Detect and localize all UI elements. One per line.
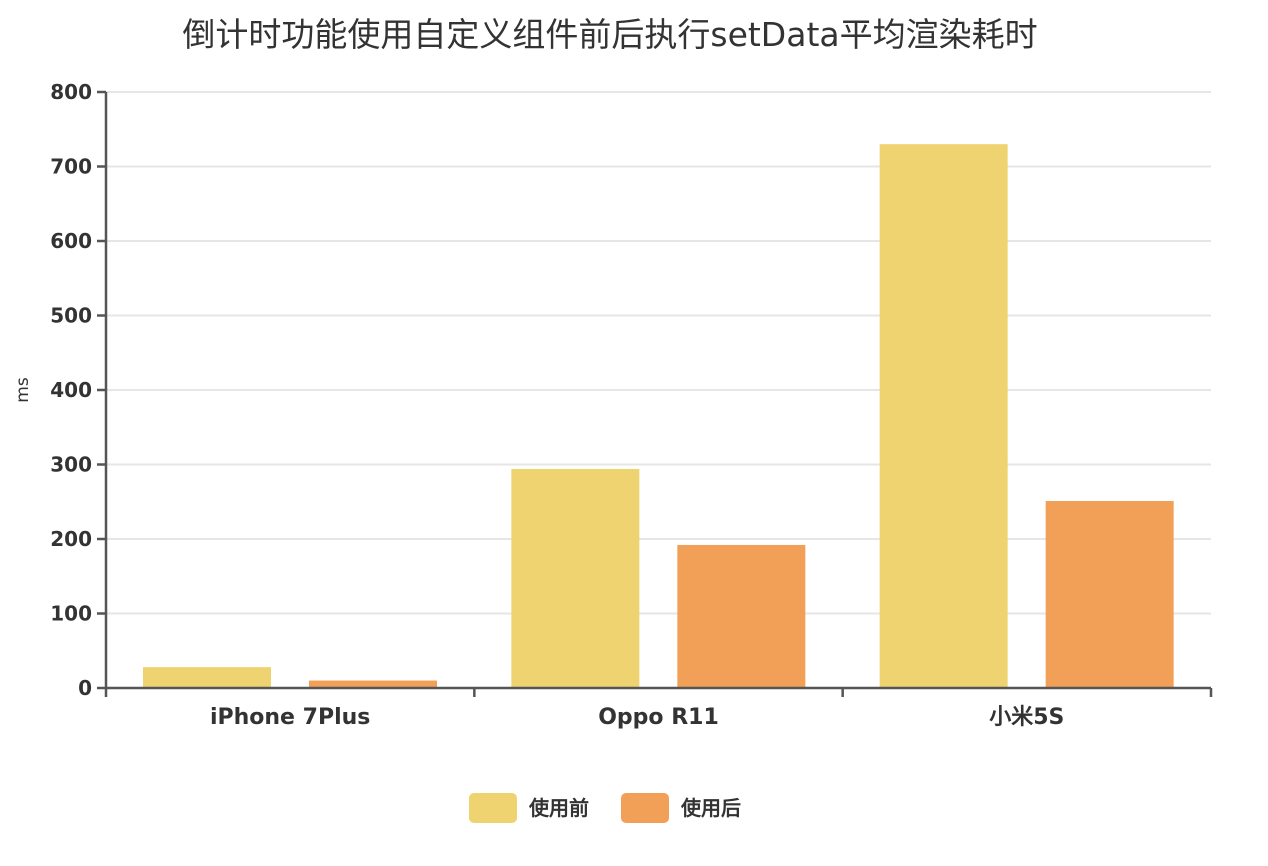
chart-title: 倒计时功能使用自定义组件前后执行setData平均渲染耗时 xyxy=(182,15,1037,54)
x-tick-label: Oppo R11 xyxy=(598,705,719,730)
legend-item-1[interactable]: 使用后 xyxy=(621,793,741,823)
legend[interactable]: 使用前 使用后 xyxy=(469,793,741,823)
y-axis-title: ms xyxy=(13,377,33,403)
bar-0-2[interactable] xyxy=(879,144,1008,688)
x-tick-label: 小米5S xyxy=(989,705,1064,730)
y-axis-ticks: 0 100 200 300 400 500 600 700 800 xyxy=(50,80,106,700)
y-tick-label: 100 xyxy=(50,602,92,626)
grid-lines xyxy=(106,91,1211,615)
bars xyxy=(143,144,1174,688)
bar-0-0[interactable] xyxy=(143,667,271,688)
bar-1-0[interactable] xyxy=(309,680,437,688)
y-tick-label: 800 xyxy=(50,80,92,104)
x-tick-label: iPhone 7Plus xyxy=(210,705,370,730)
bar-1-2[interactable] xyxy=(1045,501,1174,688)
legend-swatch xyxy=(621,793,669,823)
bar-1-1[interactable] xyxy=(677,544,806,688)
legend-label: 使用后 xyxy=(680,796,741,820)
bar-0-1[interactable] xyxy=(511,468,640,688)
y-tick-label: 400 xyxy=(50,378,92,402)
legend-label: 使用前 xyxy=(528,796,589,820)
y-tick-label: 500 xyxy=(50,304,92,328)
legend-item-0[interactable]: 使用前 xyxy=(469,793,589,823)
y-tick-label: 0 xyxy=(78,676,92,700)
y-tick-label: 700 xyxy=(50,155,92,179)
y-tick-label: 300 xyxy=(50,453,92,477)
x-axis-ticks: iPhone 7Plus Oppo R11 小米5S xyxy=(104,688,1213,730)
y-tick-label: 200 xyxy=(50,527,92,551)
legend-swatch xyxy=(469,793,517,823)
y-tick-label: 600 xyxy=(50,229,92,253)
axes xyxy=(104,92,1211,690)
